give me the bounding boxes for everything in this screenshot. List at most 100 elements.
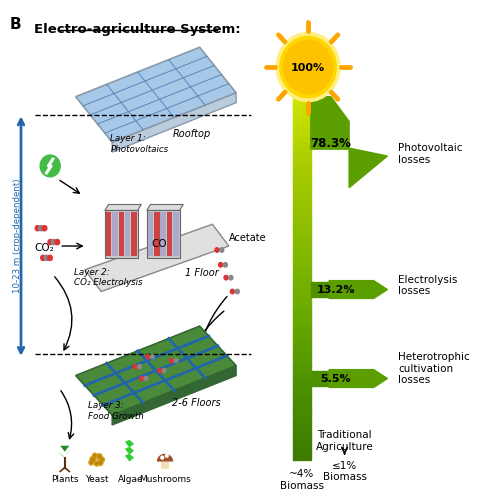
Polygon shape xyxy=(311,96,388,188)
Circle shape xyxy=(92,453,97,458)
Bar xyxy=(293,170,311,176)
Text: 5.5%: 5.5% xyxy=(320,374,351,384)
Bar xyxy=(293,310,311,316)
Bar xyxy=(311,282,331,298)
Bar xyxy=(293,92,311,96)
Bar xyxy=(160,212,166,256)
Circle shape xyxy=(139,376,143,380)
Circle shape xyxy=(146,354,150,359)
Circle shape xyxy=(133,364,137,368)
Text: Algae: Algae xyxy=(117,476,143,484)
Bar xyxy=(293,184,311,190)
Circle shape xyxy=(144,376,148,380)
Bar xyxy=(293,138,311,143)
Bar xyxy=(173,212,179,256)
Text: 2-6 Floors: 2-6 Floors xyxy=(171,398,220,408)
Bar xyxy=(293,432,311,437)
Bar xyxy=(293,441,311,446)
Bar xyxy=(293,366,311,372)
Bar xyxy=(293,334,311,339)
Bar xyxy=(293,110,311,116)
Circle shape xyxy=(41,256,46,260)
Bar xyxy=(293,156,311,162)
Bar xyxy=(293,352,311,358)
Circle shape xyxy=(44,256,49,260)
Circle shape xyxy=(161,456,164,459)
Circle shape xyxy=(48,240,53,244)
Circle shape xyxy=(158,368,161,372)
Polygon shape xyxy=(76,48,236,142)
Polygon shape xyxy=(112,93,236,152)
Bar xyxy=(293,436,311,442)
Circle shape xyxy=(100,457,104,462)
Circle shape xyxy=(91,458,95,462)
Bar xyxy=(293,176,311,180)
Bar xyxy=(293,212,311,218)
Text: 100%: 100% xyxy=(291,63,325,73)
Circle shape xyxy=(98,455,101,458)
Bar xyxy=(293,390,311,395)
Polygon shape xyxy=(125,440,134,448)
Circle shape xyxy=(170,358,173,363)
Circle shape xyxy=(47,256,52,260)
Text: Acetate: Acetate xyxy=(229,233,266,243)
Bar xyxy=(293,371,311,376)
Polygon shape xyxy=(329,280,388,298)
Bar xyxy=(293,320,311,325)
Text: Electrolysis
losses: Electrolysis losses xyxy=(399,275,458,296)
Bar xyxy=(106,212,111,256)
Text: Layer 1:
Photovoltaics: Layer 1: Photovoltaics xyxy=(110,134,169,154)
Circle shape xyxy=(35,226,40,231)
Bar xyxy=(293,240,311,246)
Bar xyxy=(293,134,311,138)
Bar xyxy=(293,301,311,306)
Bar xyxy=(293,96,311,102)
Bar xyxy=(293,268,311,274)
Circle shape xyxy=(229,276,233,280)
Bar xyxy=(293,450,311,456)
Circle shape xyxy=(97,454,102,460)
Bar xyxy=(148,212,153,256)
Polygon shape xyxy=(57,452,65,458)
Bar xyxy=(293,264,311,269)
Polygon shape xyxy=(105,204,141,210)
Polygon shape xyxy=(76,326,236,415)
Text: 10-23 m (crop-dependent): 10-23 m (crop-dependent) xyxy=(13,179,22,294)
Bar xyxy=(293,124,311,130)
Circle shape xyxy=(90,456,96,463)
Circle shape xyxy=(90,462,92,464)
Bar xyxy=(293,87,311,92)
Bar xyxy=(293,455,311,460)
Polygon shape xyxy=(60,446,69,452)
Bar xyxy=(293,329,311,334)
Polygon shape xyxy=(65,450,72,454)
Circle shape xyxy=(224,276,228,280)
Polygon shape xyxy=(157,454,173,462)
Polygon shape xyxy=(85,224,229,292)
Polygon shape xyxy=(125,447,134,454)
Text: Rooftop: Rooftop xyxy=(173,130,211,140)
Circle shape xyxy=(215,248,219,252)
Circle shape xyxy=(165,454,168,457)
Text: Yeast: Yeast xyxy=(85,476,108,484)
Bar xyxy=(311,370,331,386)
Bar xyxy=(293,222,311,227)
Bar xyxy=(293,142,311,148)
Circle shape xyxy=(55,240,59,244)
Text: B: B xyxy=(10,16,22,32)
Bar xyxy=(293,343,311,348)
Bar xyxy=(293,296,311,302)
Bar xyxy=(112,212,118,256)
Bar xyxy=(293,413,311,418)
Circle shape xyxy=(95,462,98,465)
Circle shape xyxy=(220,248,224,252)
Bar xyxy=(293,148,311,152)
Bar xyxy=(293,106,311,110)
Bar xyxy=(293,357,311,362)
Circle shape xyxy=(89,460,93,465)
Bar xyxy=(105,210,137,258)
Polygon shape xyxy=(147,204,183,210)
Bar xyxy=(293,315,311,320)
Polygon shape xyxy=(329,370,388,388)
Bar xyxy=(293,198,311,204)
